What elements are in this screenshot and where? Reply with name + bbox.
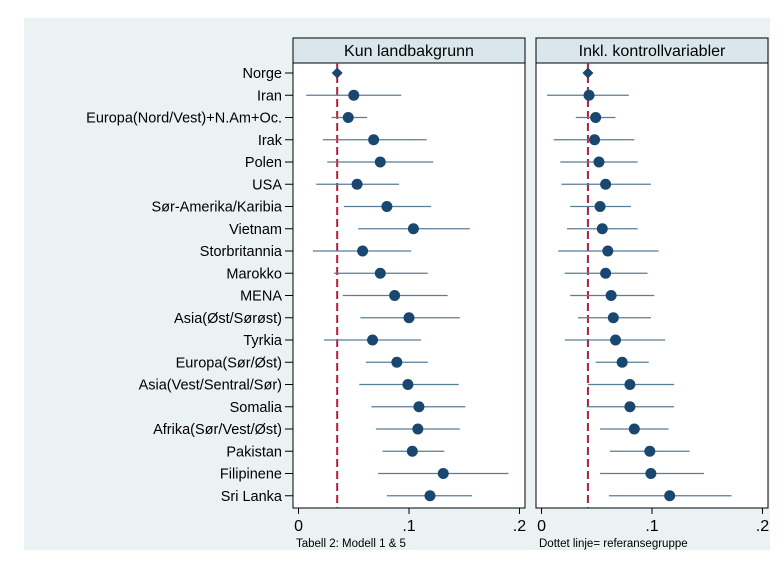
- point-estimate: [413, 401, 425, 413]
- plot-area: [535, 62, 769, 509]
- category-label: Sri Lanka: [221, 489, 283, 505]
- point-estimate: [645, 468, 657, 479]
- category-label: Irak: [258, 133, 283, 149]
- category-label: MENA: [240, 289, 282, 305]
- point-estimate: [583, 89, 595, 101]
- panels: Kun landbakgrunn 0 .1 .2 Tabell 2: Modell 1 …: [292, 37, 769, 550]
- panel-title: Inkl. kontrollvariabler: [579, 43, 726, 60]
- point-estimate: [391, 356, 403, 368]
- point-estimate: [605, 290, 617, 301]
- category-label: Somalia: [230, 400, 283, 416]
- category-label: USA: [252, 177, 282, 193]
- category-label: Polen: [245, 155, 282, 171]
- x-tick-label: .1: [645, 518, 658, 535]
- x-tick-label: .2: [513, 518, 526, 535]
- point-estimate: [374, 267, 386, 279]
- category-label: Asia(Øst/Sørøst): [174, 311, 282, 327]
- category-labels: Norge Iran Europa(Nord/Vest)+N.Am+Oc. Irak P…: [86, 66, 293, 505]
- point-estimate: [596, 223, 608, 235]
- category-label: Vietnam: [229, 222, 282, 238]
- point-estimate: [602, 245, 614, 257]
- panel-note: Dottet linje= referansegruppe: [539, 538, 688, 550]
- point-estimate: [348, 89, 360, 101]
- category-label: Storbritannia: [200, 244, 283, 260]
- point-estimate: [402, 379, 414, 390]
- point-estimate: [406, 445, 418, 457]
- category-label: Europa(Nord/Vest)+N.Am+Oc.: [86, 111, 282, 127]
- category-label: Asia(Vest/Sentral/Sør): [139, 378, 282, 394]
- x-tick-label: .2: [756, 518, 769, 535]
- category-label: Pakistan: [226, 444, 282, 460]
- point-estimate: [593, 156, 605, 168]
- point-estimate: [437, 468, 449, 479]
- point-estimate: [624, 401, 636, 413]
- point-estimate: [616, 356, 628, 368]
- category-label: Marokko: [226, 266, 282, 282]
- reference-marker: [331, 67, 343, 79]
- point-estimate: [367, 334, 379, 346]
- category-label: Europa(Sør/Øst): [176, 355, 282, 371]
- panel-header: [535, 37, 769, 64]
- x-tick-label: 0: [537, 518, 546, 535]
- point-estimate: [374, 156, 386, 168]
- category-label: Iran: [257, 88, 282, 104]
- category-label: Filipinene: [220, 467, 282, 483]
- panel: Kun landbakgrunn 0 .1 .2 Tabell 2: Modell 1 …: [292, 37, 526, 550]
- category-label: Sør-Amerika/Karibia: [151, 200, 282, 216]
- category-label: Afrika(Sør/Vest/Øst): [153, 422, 282, 438]
- point-estimate: [600, 178, 612, 190]
- reference-marker: [582, 67, 594, 79]
- panel-header: [292, 37, 526, 64]
- point-estimate: [607, 312, 619, 324]
- point-estimate: [594, 201, 606, 212]
- panel-title: Kun landbakgrunn: [344, 43, 474, 60]
- point-estimate: [407, 223, 419, 235]
- x-tick-label: .1: [402, 518, 415, 535]
- point-estimate: [389, 290, 401, 301]
- point-estimate: [342, 112, 354, 123]
- point-estimate: [589, 134, 601, 146]
- point-estimate: [600, 267, 612, 279]
- point-estimate: [664, 490, 676, 502]
- panel: Inkl. kontrollvariabler 0 .1 .2 Dottet linje…: [535, 37, 769, 550]
- point-estimate: [368, 134, 380, 146]
- panel-note: Tabell 2: Modell 1 & 5: [296, 538, 406, 550]
- category-label: Tyrkia: [243, 333, 283, 349]
- point-estimate: [624, 379, 636, 390]
- point-estimate: [424, 490, 436, 502]
- x-tick-label: 0: [294, 518, 303, 535]
- point-estimate: [351, 178, 363, 190]
- point-estimate: [412, 423, 424, 435]
- point-estimate: [610, 334, 622, 346]
- category-label: Norge: [243, 66, 283, 82]
- point-estimate: [357, 245, 369, 257]
- point-estimate: [590, 112, 602, 123]
- point-estimate: [644, 445, 656, 457]
- point-estimate: [381, 201, 393, 212]
- point-estimate: [403, 312, 415, 324]
- plot-area: [292, 62, 526, 509]
- point-estimate: [628, 423, 640, 435]
